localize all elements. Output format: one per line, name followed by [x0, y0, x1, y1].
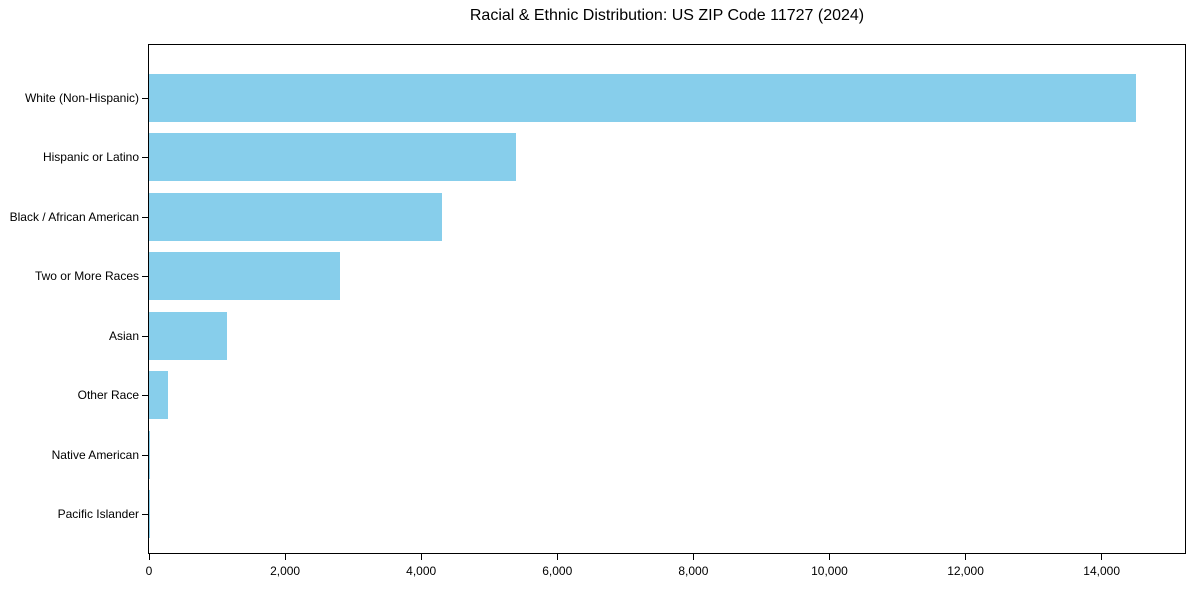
x-tick-label: 0: [145, 564, 153, 578]
y-axis-label: Hispanic or Latino: [42, 150, 139, 165]
x-tick-mark: [965, 554, 967, 560]
x-tick-mark: [1101, 554, 1103, 560]
x-tick-mark: [148, 554, 150, 560]
y-tick-mark: [142, 335, 148, 337]
bar: [149, 192, 442, 241]
plot-area: White (Non-Hispanic) Hispanic or Latino Bl…: [10, 44, 1186, 578]
bar-row: Other Race: [78, 366, 1185, 426]
bar: [149, 133, 517, 182]
bar: [149, 252, 340, 301]
x-tick-label: 12,000: [947, 564, 984, 578]
y-axis-label: Black / African American: [9, 209, 139, 224]
bar-row: Pacific Islander: [58, 485, 1185, 545]
bar-row: Asian: [109, 306, 1185, 366]
x-tick-label: 4,000: [406, 564, 437, 578]
bar-row: Two or More Races: [35, 247, 1185, 307]
y-tick-mark: [142, 454, 148, 456]
x-tick-label: 6,000: [542, 564, 573, 578]
bar-row: Black / African American: [10, 187, 1185, 247]
x-tick-label: 2,000: [270, 564, 301, 578]
y-tick-mark: [142, 514, 148, 516]
y-axis-label: Pacific Islander: [57, 507, 139, 522]
x-tick-label: 14,000: [1083, 564, 1120, 578]
y-axis-label: Native American: [51, 447, 139, 462]
bar-rows: White (Non-Hispanic) Hispanic or Latino Bl…: [10, 45, 1185, 553]
y-tick-mark: [142, 157, 148, 159]
chart-title: Racial & Ethnic Distribution: US ZIP Cod…: [469, 7, 865, 24]
x-tick-label: 8,000: [678, 564, 709, 578]
y-tick-mark: [142, 97, 148, 99]
bar: [149, 490, 150, 539]
y-tick-mark: [142, 216, 148, 218]
bar: [149, 73, 1136, 122]
bar-row: Native American: [52, 425, 1185, 485]
x-tick-mark: [284, 554, 286, 560]
x-tick-mark: [828, 554, 830, 560]
y-tick-mark: [142, 395, 148, 397]
bar: [149, 311, 228, 360]
bar-row: White (Non-Hispanic): [25, 68, 1185, 128]
x-tick-mark: [556, 554, 558, 560]
x-tick-label: 10,000: [811, 564, 848, 578]
x-tick-mark: [420, 554, 422, 560]
y-tick-mark: [142, 276, 148, 278]
x-tick-mark: [692, 554, 694, 560]
y-axis-label: White (Non-Hispanic): [24, 90, 139, 105]
bar: [149, 430, 151, 479]
y-axis-label: Other Race: [77, 388, 139, 403]
bar: [149, 371, 169, 420]
y-axis-label: Two or More Races: [34, 269, 139, 284]
bar-row: Hispanic or Latino: [43, 128, 1185, 188]
y-axis-label: Asian: [108, 328, 139, 343]
